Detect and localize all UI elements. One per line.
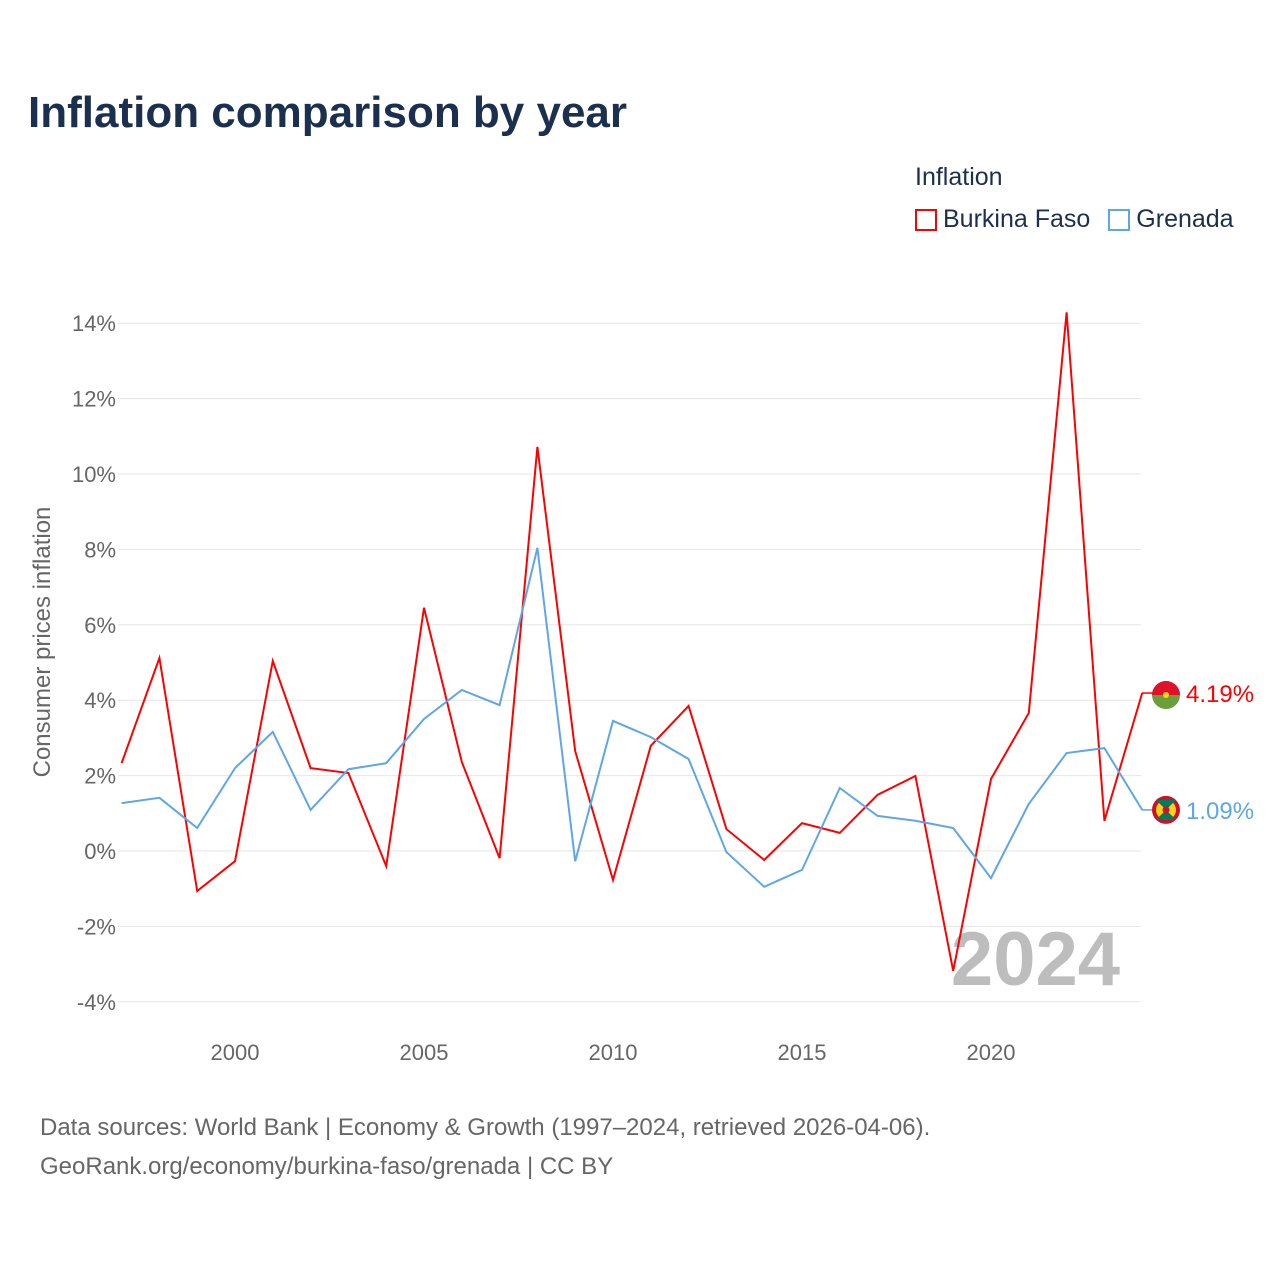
source-note: Data sources: World Bank | Economy & Gro… xyxy=(40,1108,930,1186)
y-tick-label: 4% xyxy=(84,688,116,713)
y-tick-label: 12% xyxy=(72,387,116,412)
legend-swatch xyxy=(1108,208,1131,231)
x-tick-label: 2020 xyxy=(967,1040,1016,1065)
legend-title: Inflation xyxy=(915,163,1003,191)
x-tick-label: 2010 xyxy=(589,1040,638,1065)
y-tick-label: 6% xyxy=(84,613,116,638)
legend-item-burkina-faso[interactable]: Burkina Faso xyxy=(915,205,1090,234)
x-tick-label: 2000 xyxy=(211,1040,260,1065)
y-axis-label: Consumer prices inflation xyxy=(29,507,56,778)
y-tick-label: 2% xyxy=(84,764,116,789)
y-tick-label: -4% xyxy=(77,990,116,1015)
series-line-burkina-faso xyxy=(120,312,1144,972)
y-tick-label: 10% xyxy=(72,462,116,487)
legend-label: Burkina Faso xyxy=(943,205,1091,233)
x-tick-label: 2015 xyxy=(778,1040,827,1065)
y-tick-label: 0% xyxy=(84,839,116,864)
burkina-faso-flag-icon xyxy=(1152,681,1181,710)
legend: Burkina Faso Grenada xyxy=(915,205,1234,234)
chart-title: Inflation comparison by year xyxy=(28,88,628,137)
legend-item-grenada[interactable]: Grenada xyxy=(1108,205,1234,234)
source-line-2[interactable]: GeoRank.org/economy/burkina-faso/grenada… xyxy=(40,1153,614,1180)
end-value-label: 4.19% xyxy=(1186,681,1254,708)
legend-label: Grenada xyxy=(1136,205,1234,233)
y-tick-label: -2% xyxy=(77,914,116,939)
y-tick-label: 14% xyxy=(72,311,116,336)
end-value-label: 1.09% xyxy=(1186,798,1254,825)
legend-swatch xyxy=(915,208,937,231)
y-tick-label: 8% xyxy=(84,537,116,562)
grenada-flag-icon xyxy=(1152,795,1180,824)
year-watermark: 2024 xyxy=(951,917,1120,1002)
x-tick-label: 2005 xyxy=(400,1040,449,1065)
source-line-1: Data sources: World Bank | Economy & Gro… xyxy=(40,1114,931,1141)
series-line-grenada xyxy=(121,547,1144,888)
